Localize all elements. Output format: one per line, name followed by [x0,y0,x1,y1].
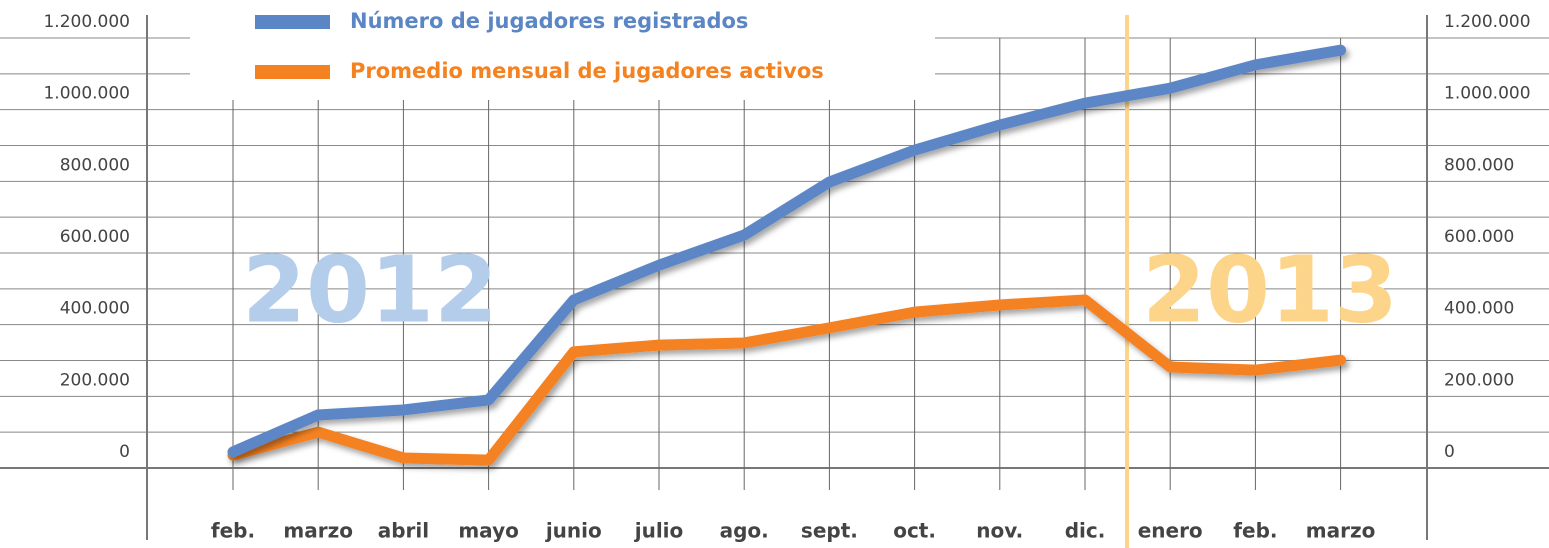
x-tick-label: dic. [1065,519,1106,543]
x-tick-label: nov. [976,519,1023,543]
y2-tick-label: 200.000 [1444,370,1514,390]
y2-tick-label: 400.000 [1444,299,1514,319]
y-tick-label: 1.000.000 [43,84,130,104]
y2-tick-label: 800.000 [1444,155,1514,175]
legend-swatch [255,65,330,79]
series-line [227,44,1347,458]
series-line [227,294,1347,466]
legend-swatch [255,15,330,29]
y-tick-label: 600.000 [60,227,130,247]
y2-tick-label: 600.000 [1444,227,1514,247]
y2-tick-label: 0 [1444,442,1455,462]
y2-tick-label: 1.200.000 [1444,12,1531,32]
y-tick-label: 200.000 [60,370,130,390]
y2-tick-label: 1.000.000 [1444,84,1531,104]
x-tick-label: sept. [801,519,858,543]
y-tick-label: 1.200.000 [43,12,130,32]
y-tick-label: 0 [119,442,130,462]
x-tick-label: feb. [211,519,255,543]
x-tick-label: julio [634,519,684,543]
x-tick-label: enero [1138,519,1203,543]
legend-label: Número de jugadores registrados [350,9,748,33]
x-tick-label: mayo [458,519,519,543]
y-tick-label: 400.000 [60,299,130,319]
x-tick-label: oct. [893,519,936,543]
year-label: 2013 [1142,236,1398,343]
x-tick-label: feb. [1233,519,1277,543]
x-tick-label: abril [378,519,429,543]
x-tick-label: ago. [720,519,769,543]
legend-label: Promedio mensual de jugadores activos [350,59,824,83]
x-tick-label: junio [545,519,602,543]
x-tick-label: marzo [283,519,353,543]
year-label: 2012 [242,236,498,343]
y-tick-label: 800.000 [60,155,130,175]
x-tick-label: marzo [1306,519,1376,543]
